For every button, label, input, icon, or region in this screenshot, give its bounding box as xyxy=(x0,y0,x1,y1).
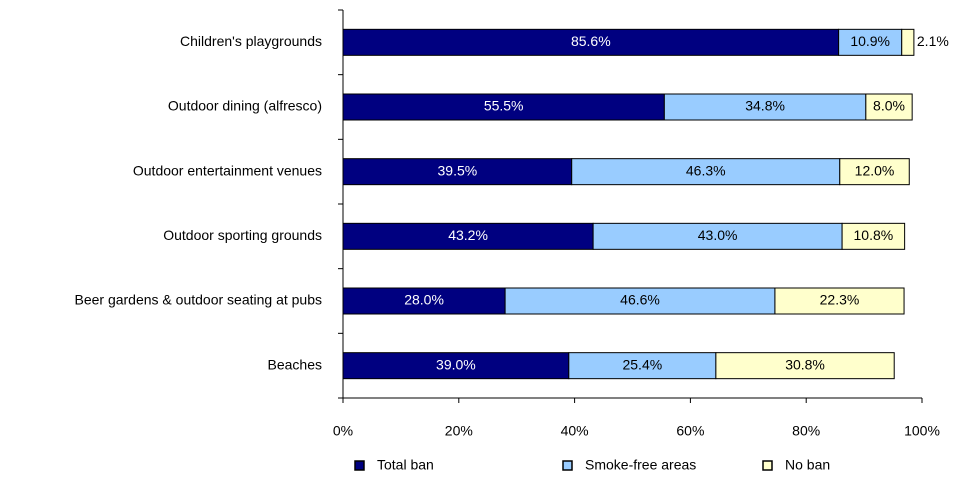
value-label: 12.0% xyxy=(855,162,895,178)
bar-segment xyxy=(342,287,506,315)
value-label: 10.8% xyxy=(854,227,894,243)
value-label: 43.2% xyxy=(448,227,488,243)
bar-segment xyxy=(342,158,573,186)
category-label: Beaches xyxy=(268,356,322,372)
bar-segment xyxy=(571,158,841,186)
category-label: Children's playgrounds xyxy=(180,33,322,49)
value-label: 28.0% xyxy=(404,292,444,308)
category-label: Outdoor entertainment venues xyxy=(133,162,322,178)
bar-segment xyxy=(663,93,867,121)
legend-label: Total ban xyxy=(377,457,434,473)
x-tick-label: 100% xyxy=(904,423,940,439)
value-label: 39.0% xyxy=(436,356,476,372)
value-label: 10.9% xyxy=(850,33,890,49)
legend-label: Smoke-free areas xyxy=(585,457,696,473)
x-tick-label: 80% xyxy=(792,423,820,439)
value-label: 39.5% xyxy=(438,162,478,178)
legend-label: No ban xyxy=(785,457,830,473)
bar-segment xyxy=(504,287,776,315)
value-label: 8.0% xyxy=(873,98,905,114)
x-tick-label: 0% xyxy=(333,423,353,439)
value-label: 55.5% xyxy=(484,98,524,114)
value-label: 43.0% xyxy=(698,227,738,243)
bar-segment xyxy=(841,222,906,250)
value-label: 46.3% xyxy=(686,162,726,178)
bar-segment xyxy=(342,93,665,121)
value-label: 2.1% xyxy=(917,33,949,49)
bar-segment xyxy=(342,352,570,380)
bar-segment xyxy=(839,158,910,186)
category-label: Outdoor sporting grounds xyxy=(163,227,322,243)
legend-swatch xyxy=(562,460,573,471)
category-label: Beer gardens & outdoor seating at pubs xyxy=(74,292,322,308)
legend-swatch xyxy=(354,460,365,471)
value-label: 85.6% xyxy=(571,33,611,49)
bar-segment xyxy=(342,28,840,56)
bar-segment xyxy=(865,93,913,121)
category-label: Outdoor dining (alfresco) xyxy=(168,98,322,114)
value-label: 30.8% xyxy=(785,356,825,372)
legend-swatch xyxy=(762,460,773,471)
x-tick-label: 60% xyxy=(676,423,704,439)
value-label: 46.6% xyxy=(620,292,660,308)
value-label: 22.3% xyxy=(820,292,860,308)
value-label: 25.4% xyxy=(622,356,662,372)
bar-segment xyxy=(715,352,895,380)
x-tick-label: 20% xyxy=(445,423,473,439)
bar-segment xyxy=(901,28,915,56)
bar-segment xyxy=(342,222,594,250)
bar-segment xyxy=(774,287,905,315)
x-tick-label: 40% xyxy=(561,423,589,439)
value-label: 34.8% xyxy=(745,98,785,114)
